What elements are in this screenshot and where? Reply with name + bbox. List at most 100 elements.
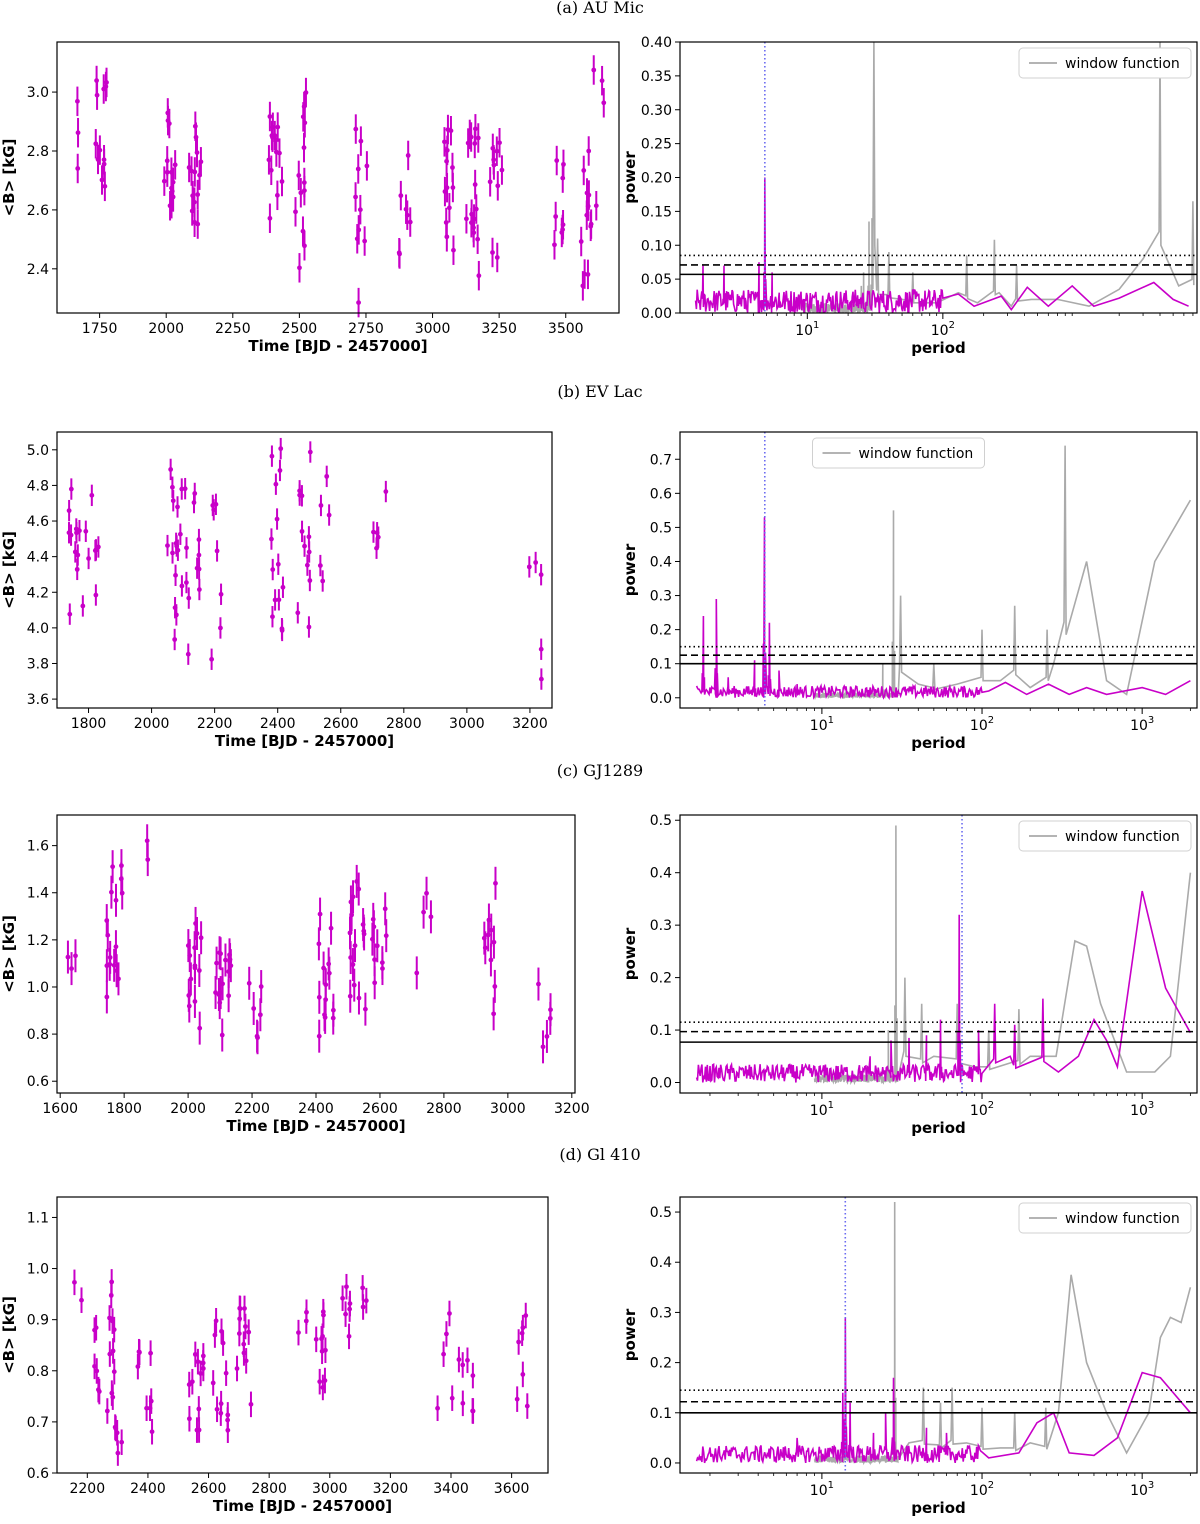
data-point: [258, 984, 264, 989]
data-point: [460, 1362, 466, 1368]
data-point: [360, 1304, 366, 1310]
data-point: [196, 968, 202, 973]
x-tick-label: 102: [970, 1100, 994, 1119]
y-tick-label: 4.4: [27, 550, 49, 566]
data-point: [198, 159, 204, 165]
data-point: [306, 534, 312, 540]
data-point: [300, 228, 306, 234]
data-point: [92, 1363, 97, 1369]
data-point: [293, 209, 298, 215]
y-tick-label: 0.10: [641, 238, 672, 254]
data-point: [586, 148, 592, 154]
data-point: [544, 1034, 550, 1039]
data-point: [591, 67, 597, 73]
data-point: [307, 449, 313, 455]
x-axis-label: period: [911, 734, 966, 752]
y-tick-label: 1.6: [27, 839, 49, 855]
legend-box: [1018, 47, 1192, 79]
data-point: [223, 1370, 229, 1376]
y-tick-label: 0.6: [27, 1466, 49, 1482]
y-tick-label: 0.30: [641, 103, 672, 119]
data-point: [135, 1364, 141, 1370]
data-point: [89, 492, 95, 498]
axes-frame: [679, 41, 1198, 314]
axes-frame: [56, 41, 620, 314]
data-point: [485, 932, 491, 938]
data-point: [317, 563, 323, 568]
data-point: [72, 1279, 77, 1285]
data-point: [165, 543, 170, 548]
data-point: [269, 536, 274, 542]
data-point: [593, 203, 599, 209]
data-point: [299, 528, 305, 534]
x-tick-label: 2400: [260, 716, 296, 732]
data-point: [234, 1366, 240, 1371]
data-point: [93, 592, 99, 598]
data-point: [66, 508, 72, 514]
data-point: [169, 169, 174, 175]
data-point: [407, 219, 413, 225]
data-point: [449, 1395, 455, 1401]
data-point: [189, 168, 194, 174]
y-tick-label: 0.5: [650, 813, 672, 829]
x-tick-label: 3000: [415, 321, 451, 337]
y-tick-label: 0.9: [27, 1313, 49, 1329]
y-tick-label: 1.2: [27, 933, 49, 949]
data-point: [119, 1439, 125, 1445]
data-point: [397, 251, 402, 257]
data-point: [196, 552, 202, 558]
data-point: [272, 597, 278, 603]
data-point: [69, 966, 74, 971]
data-point: [488, 927, 494, 933]
data-point: [74, 566, 80, 572]
x-tick-label: 2250: [215, 321, 251, 337]
data-point: [93, 141, 99, 147]
data-point: [96, 1389, 102, 1394]
data-point: [340, 1295, 345, 1301]
data-point: [355, 166, 361, 172]
x-tick-label: 3200: [554, 1101, 590, 1117]
data-point: [212, 1332, 218, 1338]
data-point: [198, 1370, 204, 1376]
data-point: [324, 473, 330, 479]
x-tick-label: 2200: [234, 1101, 270, 1117]
data-point: [404, 212, 410, 218]
data-point: [354, 236, 360, 242]
y-tick-label: 3.0: [27, 85, 49, 101]
data-point: [257, 1012, 263, 1018]
data-point: [348, 955, 354, 960]
x-tick-label: 101: [810, 715, 834, 734]
data-point: [192, 999, 198, 1004]
x-axis-label: period: [911, 1499, 966, 1517]
y-tick-label: 0.1: [650, 1023, 672, 1039]
x-tick-label: 3500: [548, 321, 584, 337]
data-point: [494, 255, 500, 260]
data-point: [307, 578, 313, 583]
y-tick-label: 0.5: [650, 1205, 672, 1221]
x-tick-label: 2000: [170, 1101, 206, 1117]
data-point: [242, 1306, 247, 1311]
y-tick-label: 0.40: [641, 35, 672, 51]
data-point: [491, 939, 497, 945]
data-point: [92, 548, 98, 553]
data-point: [102, 183, 108, 189]
data-point: [107, 1315, 112, 1321]
data-point: [275, 124, 281, 130]
data-point: [196, 1406, 202, 1412]
data-point: [442, 189, 448, 194]
legend-box: [1018, 1202, 1192, 1234]
x-tick-label: 3250: [481, 321, 517, 337]
data-point: [218, 591, 224, 597]
timeseries-plot-3: 2200 2400 2600 2800 3000 3200 3400 3600 0.6 0.7 0.…: [0, 1196, 549, 1515]
data-point: [344, 1284, 349, 1290]
data-point: [75, 98, 80, 104]
data-points: [65, 824, 553, 1064]
data-point: [149, 1429, 155, 1435]
data-point: [383, 489, 389, 494]
data-point: [144, 838, 150, 844]
data-point: [192, 199, 197, 205]
data-point: [538, 676, 544, 682]
timeseries-plot-0: 1750 2000 2250 2500 2750 3000 3250 3500 2.4 2.6 2.…: [0, 41, 620, 355]
data-point: [196, 587, 202, 592]
axes-frame: [679, 431, 1198, 709]
